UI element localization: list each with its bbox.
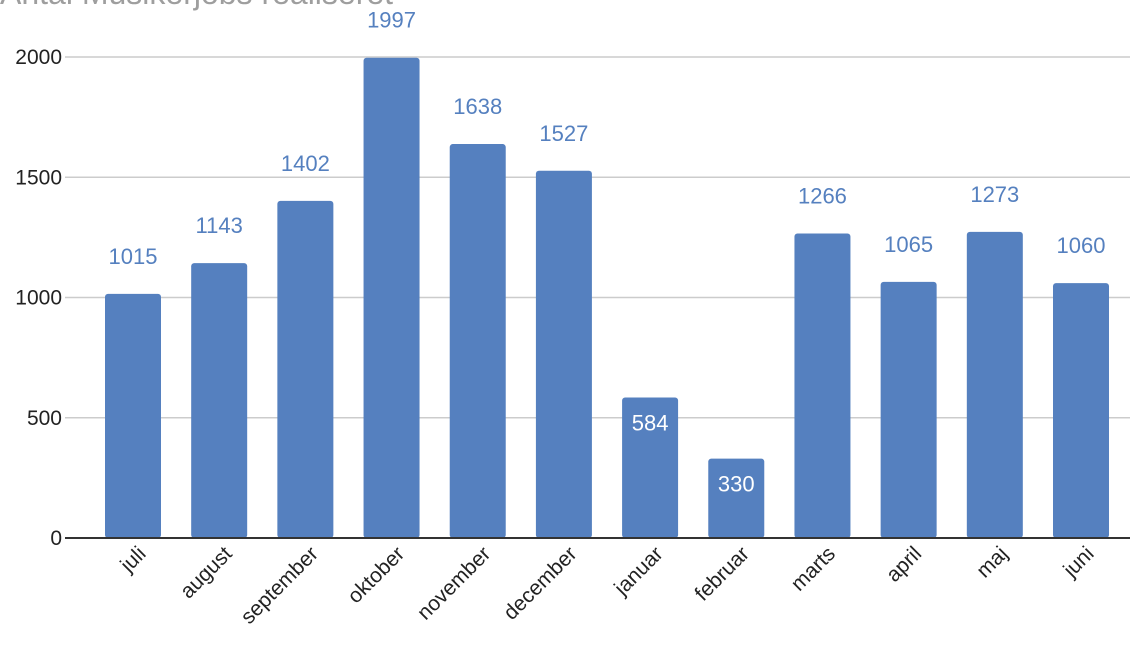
bar-juni [1053, 283, 1109, 538]
y-tick-label: 1000 [15, 287, 62, 310]
y-tick-label: 2000 [15, 46, 62, 69]
data-label-januar: 584 [632, 411, 669, 436]
y-tick-label: 500 [27, 407, 62, 430]
data-label-februar: 330 [718, 472, 755, 497]
data-label-august: 1143 [196, 213, 243, 238]
bar-september [277, 200, 334, 538]
bar-juli [105, 293, 161, 538]
bar-august [191, 263, 248, 538]
bar-marts [794, 233, 851, 539]
x-tick-label-september: september [236, 542, 322, 628]
data-label-maj: 1273 [970, 182, 1019, 207]
bar-februar [708, 458, 765, 538]
bar-november [449, 144, 506, 538]
data-label-oktober: 1997 [367, 8, 416, 33]
bar-januar [622, 397, 679, 538]
x-tick-label-august: august [176, 542, 237, 603]
bar-december [535, 170, 592, 538]
y-axis-ticks: 0 500 1000 1500 2000 [15, 46, 62, 550]
data-label-september: 1402 [281, 151, 330, 176]
y-tick-label: 1500 [15, 166, 62, 189]
data-label-april: 1065 [884, 232, 933, 257]
data-label-marts: 1266 [798, 184, 847, 209]
x-tick-label-maj: maj [972, 542, 1012, 582]
x-tick-label-februar: februar [690, 542, 753, 605]
x-tick-label-marts: marts [787, 542, 840, 595]
data-labels: 1015 1143 1402 1997 1638 1527 584 330 1266 1065 12… [109, 8, 1106, 497]
x-tick-label-december: december [499, 542, 581, 624]
x-tick-label-juli: juli [115, 542, 150, 577]
data-label-december: 1527 [539, 121, 588, 146]
x-axis-ticks: juli august september oktober november decemb… [115, 542, 1098, 629]
data-label-juli: 1015 [109, 244, 158, 269]
bar-april [880, 281, 937, 538]
bar-maj [966, 231, 1023, 538]
x-tick-label-november: november [413, 542, 495, 624]
x-tick-label-april: april [882, 542, 926, 586]
chart-title: Antal Musikerjobs realiseret [0, 0, 393, 11]
data-label-juni: 1060 [1057, 233, 1106, 258]
x-tick-label-januar: januar [609, 542, 667, 600]
data-label-november: 1638 [453, 94, 502, 119]
y-tick-label: 0 [50, 527, 62, 550]
x-tick-label-juni: juni [1058, 542, 1098, 582]
x-tick-label-oktober: oktober [343, 542, 409, 608]
bar-oktober [363, 57, 420, 539]
bars [105, 57, 1109, 539]
